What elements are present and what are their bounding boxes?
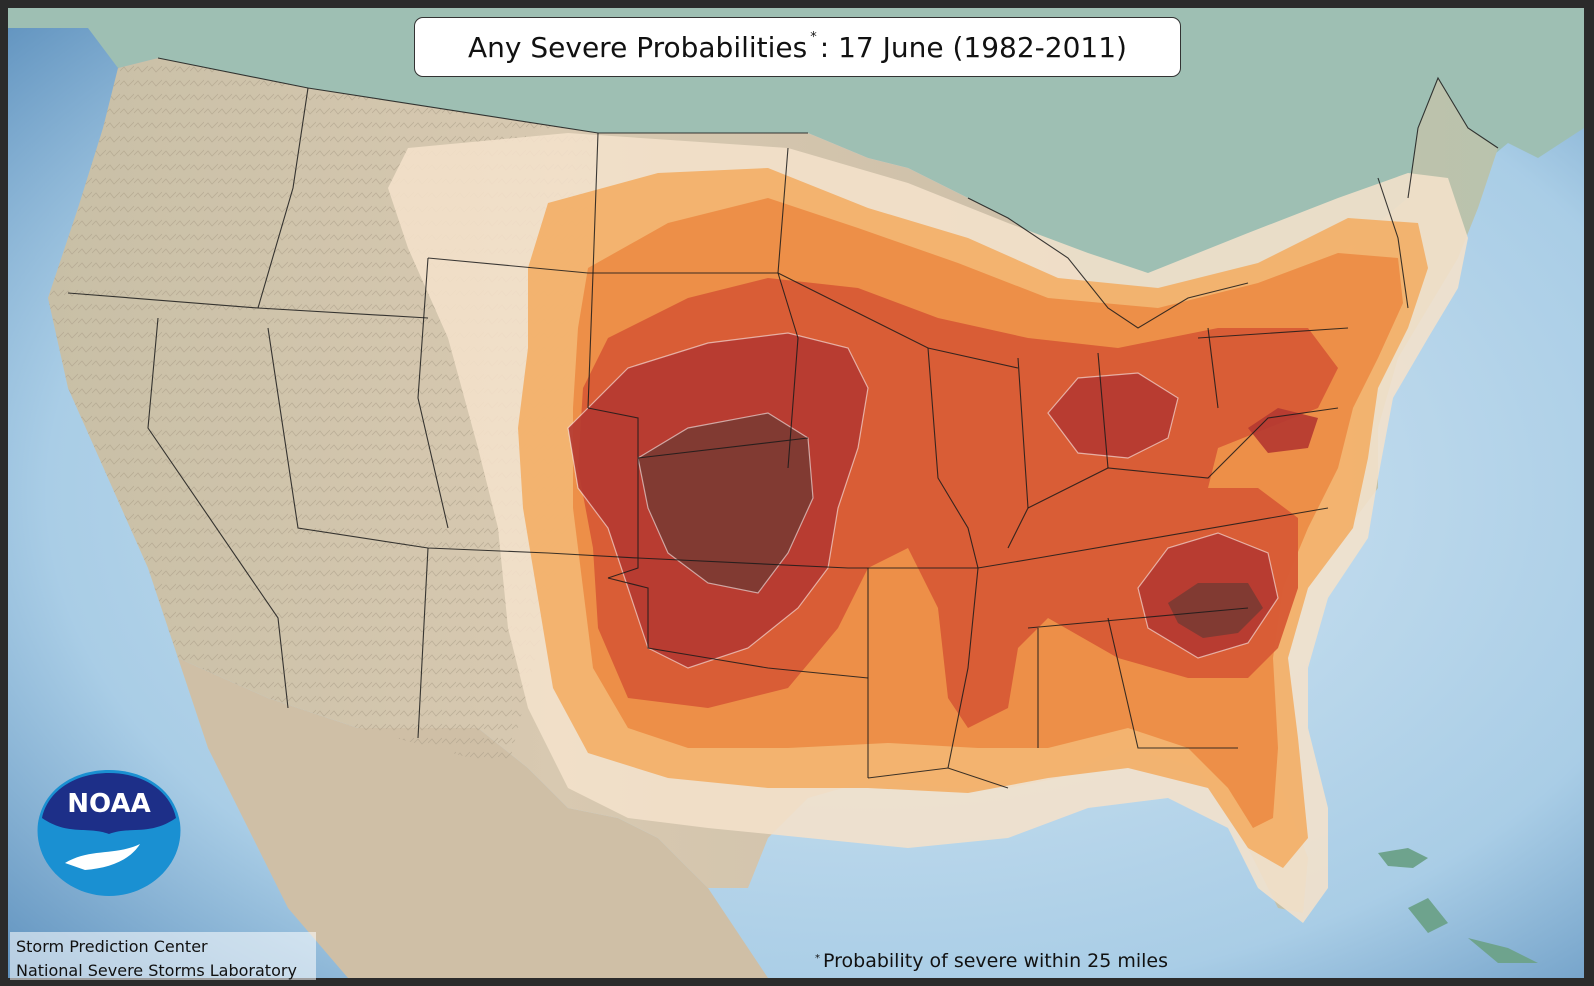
credit-box: Storm Prediction Center National Severe … bbox=[10, 932, 316, 980]
contour-lines bbox=[567, 332, 1279, 669]
mexico-land bbox=[178, 658, 768, 978]
state-borders bbox=[67, 57, 1499, 789]
noaa-logo-gull bbox=[65, 844, 140, 870]
footnote-text: Probability of severe within 25 miles bbox=[823, 950, 1169, 972]
footnote-marker: * bbox=[815, 953, 820, 964]
map-title: Any Severe Probabilities *: 17 June (1982… bbox=[414, 17, 1181, 77]
title-marker: * bbox=[810, 29, 817, 45]
probability-map bbox=[8, 8, 1584, 978]
caribbean-islands bbox=[1378, 848, 1538, 963]
footnote: * Probability of severe within 25 miles bbox=[815, 950, 1168, 976]
prob-band-6 bbox=[638, 413, 1263, 638]
title-main: Any Severe Probabilities bbox=[468, 30, 808, 64]
noaa-logo-top bbox=[42, 773, 176, 834]
canada-land bbox=[8, 8, 1584, 328]
credit-line-1: Storm Prediction Center bbox=[16, 937, 208, 956]
noaa-logo: NOAA bbox=[37, 770, 181, 896]
credit-line-2: National Severe Storms Laboratory bbox=[16, 961, 297, 980]
noaa-logo-text: NOAA bbox=[67, 789, 150, 819]
title-date: : 17 June (1982-2011) bbox=[819, 30, 1127, 64]
